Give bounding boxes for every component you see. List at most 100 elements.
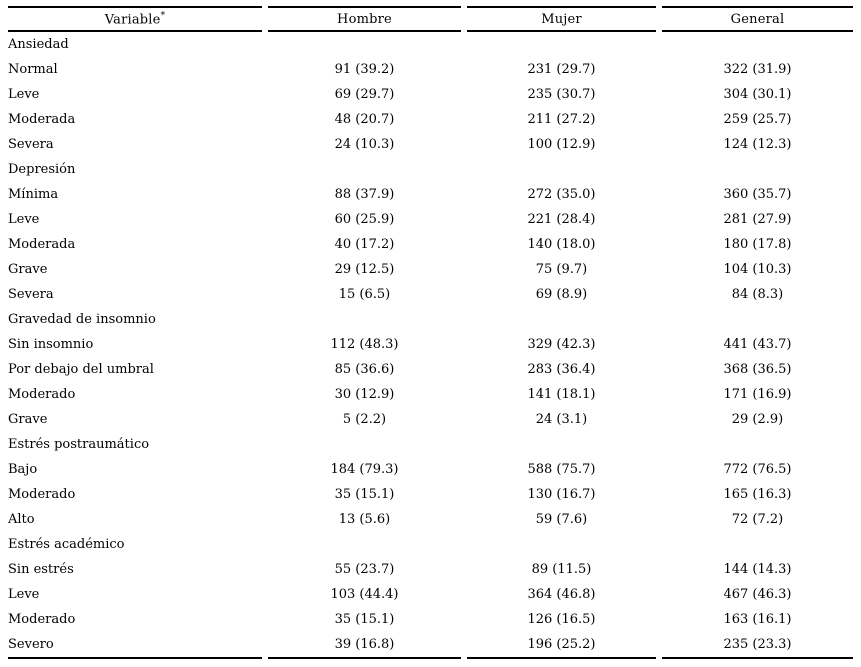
value-hombre: 85 (36.6) (334, 362, 395, 377)
value-mujer: 59 (7.6) (535, 512, 588, 527)
empty-cell (662, 307, 853, 332)
value-hombre: 112 (48.3) (330, 337, 399, 352)
value-general: 281 (27.9) (723, 212, 792, 227)
empty-cell (662, 157, 853, 182)
value-hombre: 29 (12.5) (334, 262, 395, 277)
table-row: Moderado 35 (15.1) 126 (16.5) 163 (16.1) (8, 607, 853, 632)
value-mujer: 364 (46.8) (527, 587, 596, 602)
value-hombre: 103 (44.4) (330, 587, 399, 602)
value-general: 124 (12.3) (723, 137, 792, 152)
section-title: Estrés postraumático (8, 437, 150, 452)
value-mujer: 329 (42.3) (527, 337, 596, 352)
value-hombre: 35 (15.1) (334, 487, 395, 502)
section-row: Ansiedad (8, 32, 853, 57)
row-label: Sin estrés (8, 562, 74, 577)
table-row: Severa 15 (6.5) 69 (8.9) 84 (8.3) (8, 282, 853, 307)
column-header-hombre: Hombre (268, 6, 461, 32)
section-row: Estrés postraumático (8, 432, 853, 457)
value-hombre: 91 (39.2) (334, 62, 395, 77)
row-label: Leve (8, 87, 40, 102)
value-hombre: 24 (10.3) (334, 137, 395, 152)
table-row: Normal 91 (39.2) 231 (29.7) 322 (31.9) (8, 57, 853, 82)
value-general: 163 (16.1) (723, 612, 792, 627)
section-row: Gravedad de insomnio (8, 307, 853, 332)
value-mujer: 141 (18.1) (527, 387, 596, 402)
value-hombre: 15 (6.5) (338, 287, 391, 302)
table-row: Por debajo del umbral 85 (36.6) 283 (36.4)… (8, 357, 853, 382)
empty-cell (268, 307, 461, 332)
section-title: Depresión (8, 162, 76, 177)
table-row: Grave 29 (12.5) 75 (9.7) 104 (10.3) (8, 257, 853, 282)
row-label: Mínima (8, 187, 59, 202)
value-mujer: 235 (30.7) (527, 87, 596, 102)
value-general: 360 (35.7) (723, 187, 792, 202)
value-general: 180 (17.8) (723, 237, 792, 252)
value-mujer: 126 (16.5) (527, 612, 596, 627)
row-label: Leve (8, 587, 40, 602)
section-title: Ansiedad (8, 37, 69, 52)
value-hombre: 13 (5.6) (338, 512, 391, 527)
value-mujer: 100 (12.9) (527, 137, 596, 152)
value-mujer: 283 (36.4) (527, 362, 596, 377)
table-row: Leve 103 (44.4) 364 (46.8) 467 (46.3) (8, 582, 853, 607)
value-general: 467 (46.3) (723, 587, 792, 602)
empty-cell (467, 157, 656, 182)
empty-cell (268, 157, 461, 182)
value-mujer: 130 (16.7) (527, 487, 596, 502)
value-hombre: 88 (37.9) (334, 187, 395, 202)
section-title: Gravedad de insomnio (8, 312, 156, 327)
table-body: Ansiedad Normal 91 (39.2) 231 (29.7) 322 (31… (8, 32, 853, 659)
row-label: Moderada (8, 112, 76, 127)
value-hombre: 48 (20.7) (334, 112, 395, 127)
row-label: Severa (8, 137, 54, 152)
row-label: Leve (8, 212, 40, 227)
row-label: Bajo (8, 462, 38, 477)
value-hombre: 60 (25.9) (334, 212, 395, 227)
value-hombre: 30 (12.9) (334, 387, 395, 402)
table-row: Moderado 35 (15.1) 130 (16.7) 165 (16.3) (8, 482, 853, 507)
table-row: Mínima 88 (37.9) 272 (35.0) 360 (35.7) (8, 182, 853, 207)
value-general: 368 (36.5) (723, 362, 792, 377)
table-row: Leve 60 (25.9) 221 (28.4) 281 (27.9) (8, 207, 853, 232)
section-title: Estrés académico (8, 537, 125, 552)
value-hombre: 184 (79.3) (330, 462, 399, 477)
row-label: Moderado (8, 387, 76, 402)
value-mujer: 24 (3.1) (535, 412, 588, 427)
value-mujer: 221 (28.4) (527, 212, 596, 227)
value-hombre: 35 (15.1) (334, 612, 395, 627)
row-label: Severo (8, 632, 262, 659)
value-general: 29 (2.9) (731, 412, 784, 427)
row-label: Severa (8, 287, 54, 302)
section-row: Depresión (8, 157, 853, 182)
row-label: Moderada (8, 237, 76, 252)
table-row: Grave 5 (2.2) 24 (3.1) 29 (2.9) (8, 407, 853, 432)
column-header-variable: Variable* (8, 6, 262, 32)
value-mujer: 89 (11.5) (531, 562, 592, 577)
value-hombre: 55 (23.7) (334, 562, 395, 577)
column-header-mujer: Mujer (467, 6, 656, 32)
table-row: Moderada 40 (17.2) 140 (18.0) 180 (17.8) (8, 232, 853, 257)
empty-cell (268, 32, 461, 57)
header-row: Variable* Hombre Mujer General (8, 6, 853, 32)
row-label: Normal (8, 62, 58, 77)
table-row: Severa 24 (10.3) 100 (12.9) 124 (12.3) (8, 132, 853, 157)
value-general: 84 (8.3) (731, 287, 784, 302)
table-row: Moderada 48 (20.7) 211 (27.2) 259 (25.7) (8, 107, 853, 132)
empty-cell (662, 432, 853, 457)
table-row: Moderado 30 (12.9) 141 (18.1) 171 (16.9) (8, 382, 853, 407)
value-mujer: 69 (8.9) (535, 287, 588, 302)
value-general: 259 (25.7) (723, 112, 792, 127)
value-general: 165 (16.3) (723, 487, 792, 502)
value-mujer: 588 (75.7) (527, 462, 596, 477)
row-label: Moderado (8, 487, 76, 502)
value-mujer: 231 (29.7) (527, 62, 596, 77)
value-general: 171 (16.9) (723, 387, 792, 402)
empty-cell (467, 32, 656, 57)
value-mujer: 140 (18.0) (527, 237, 596, 252)
column-header-general: General (662, 6, 853, 32)
value-general: 144 (14.3) (723, 562, 792, 577)
table-row: Leve 69 (29.7) 235 (30.7) 304 (30.1) (8, 82, 853, 107)
section-row: Estrés académico (8, 532, 853, 557)
column-header-variable-text: Variable (104, 12, 161, 28)
statistics-table: Variable* Hombre Mujer General Ansiedad N… (2, 6, 859, 659)
